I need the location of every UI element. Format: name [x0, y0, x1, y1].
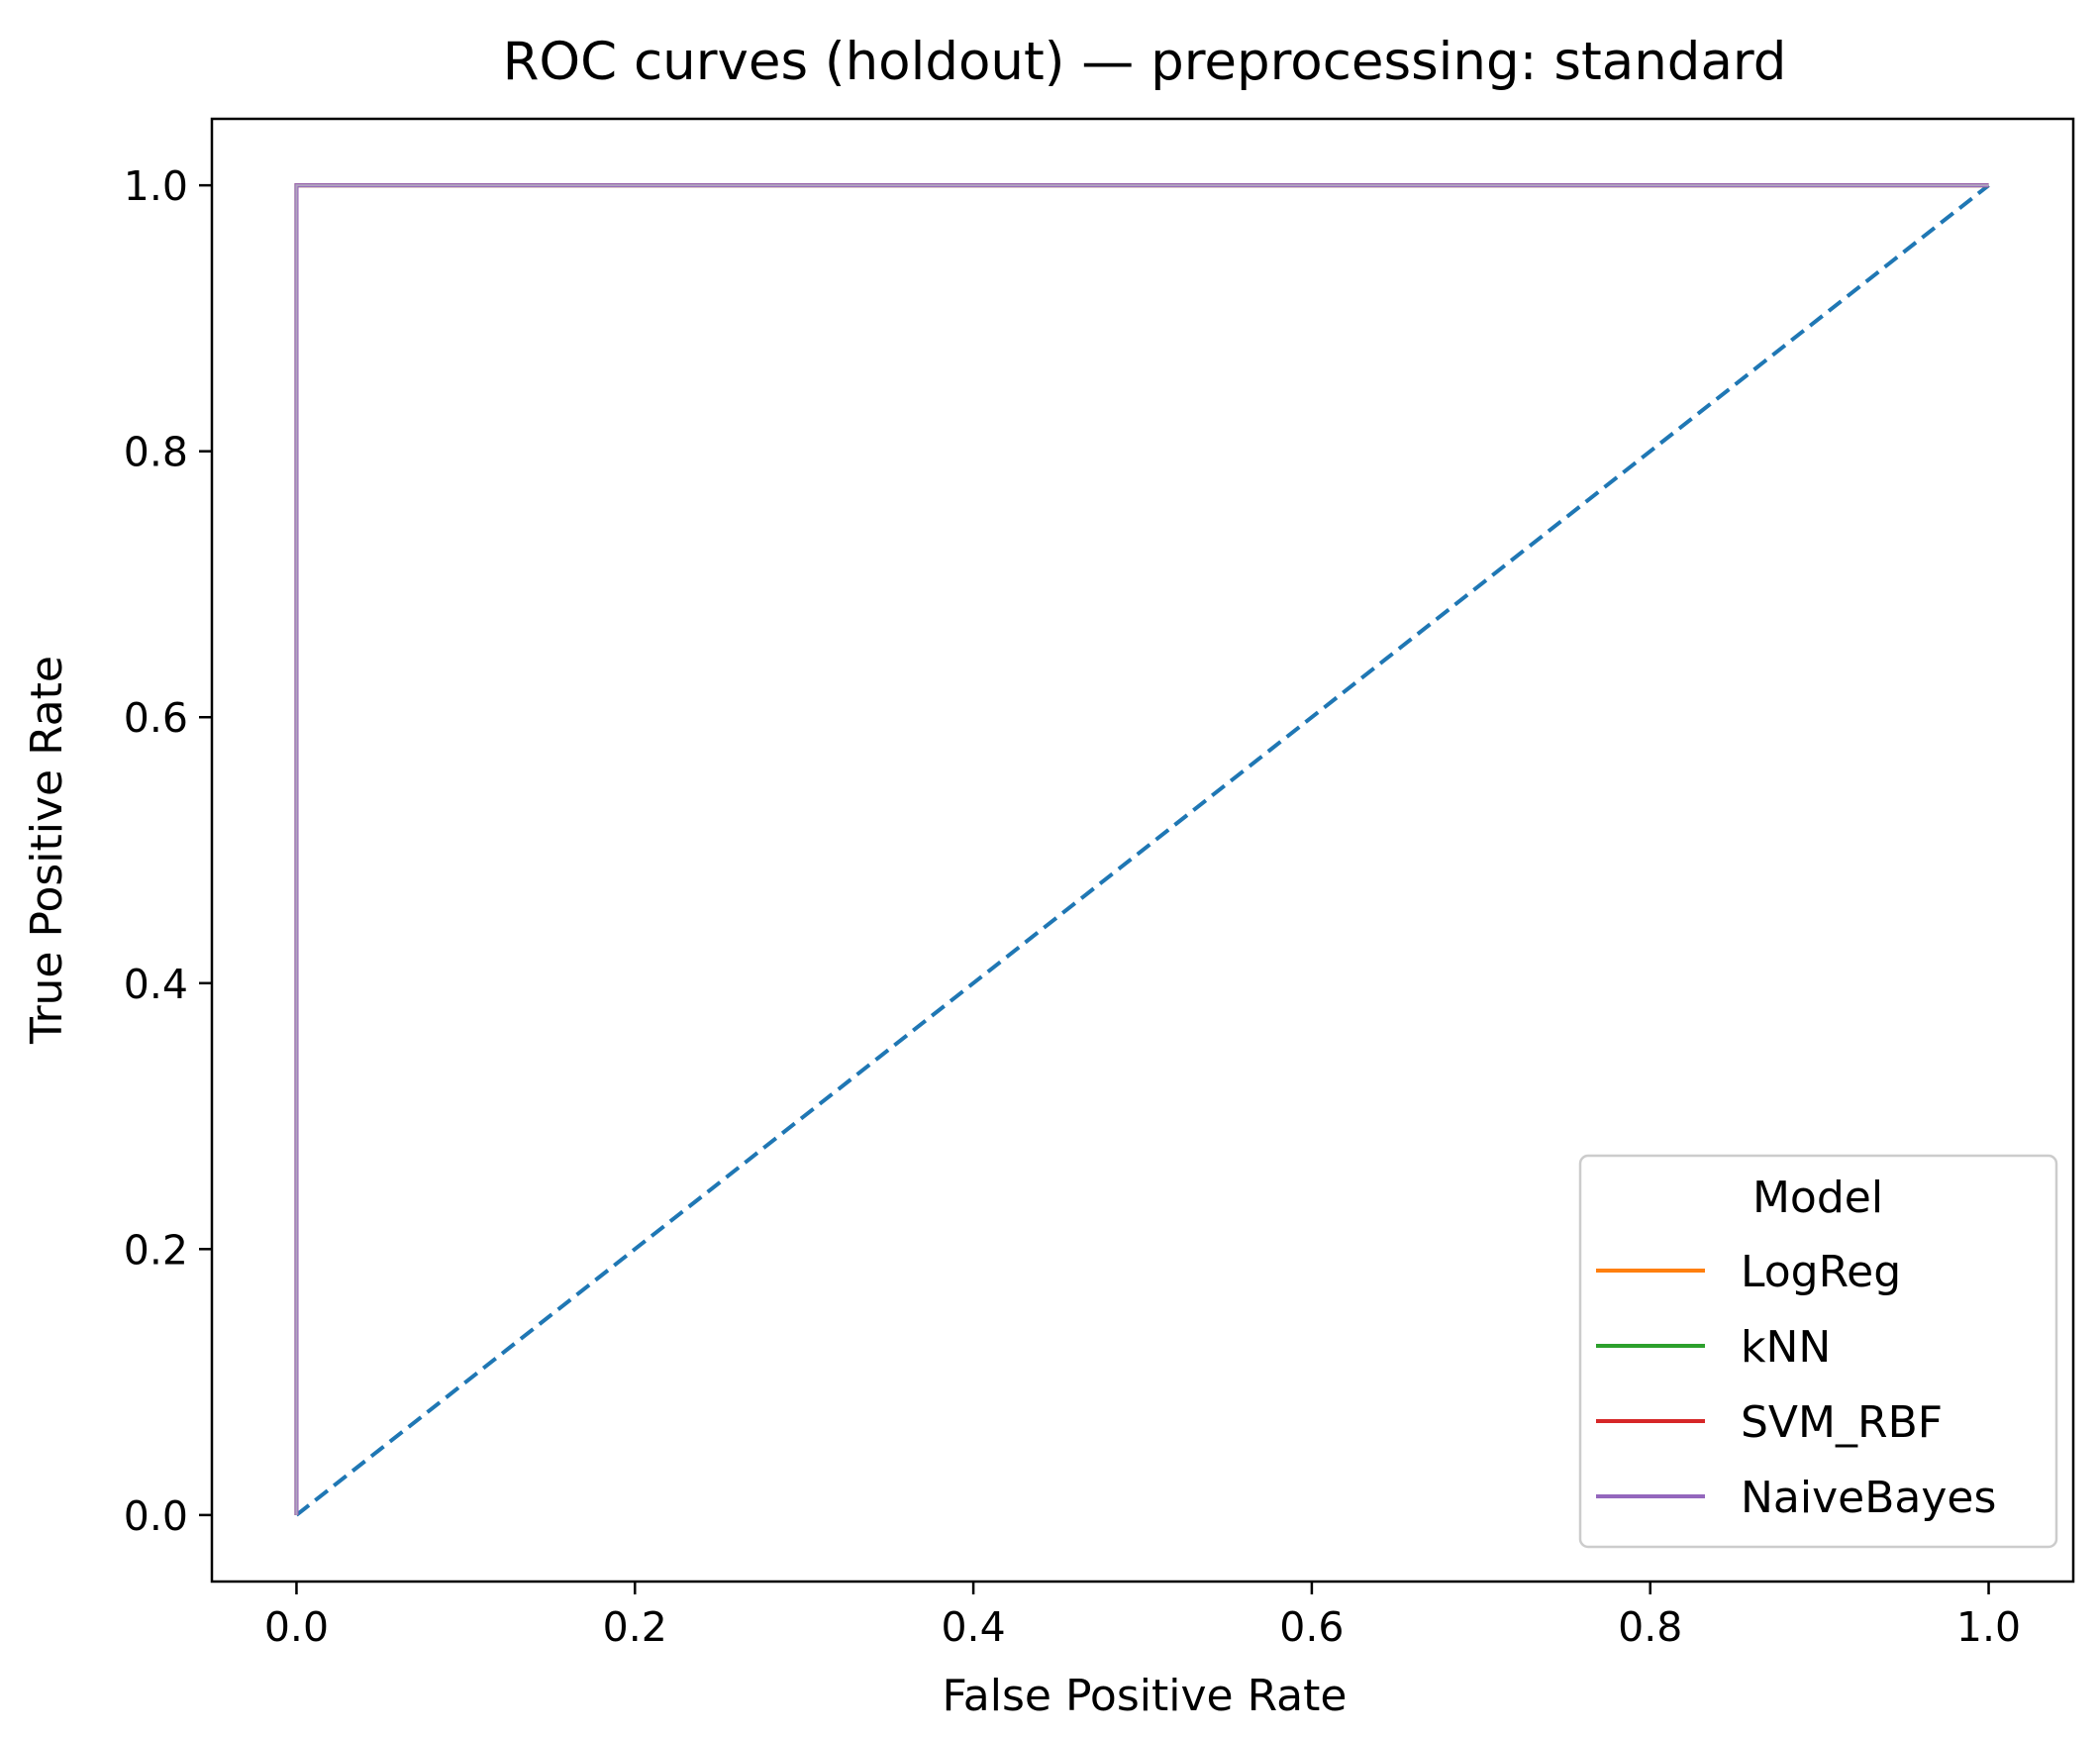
axes-frame: [210, 117, 2075, 1584]
legend-label: NaiveBayes: [1741, 1473, 1996, 1523]
legend: Model LogReg kNN SVM_RBF NaiveBayes: [1578, 1154, 2058, 1549]
legend-label: SVM_RBF: [1741, 1397, 1943, 1448]
chart-title: ROC curves (holdout) — preprocessing: st…: [503, 32, 1787, 92]
y-tick-label: 0.8: [124, 429, 188, 476]
y-tick-label: 0.0: [124, 1492, 188, 1540]
legend-label: kNN: [1741, 1322, 1831, 1373]
x-tick-label: 1.0: [1956, 1603, 2021, 1651]
y-tick-label: 0.2: [124, 1226, 188, 1274]
legend-box: [1578, 1154, 2058, 1549]
x-axis-label: False Positive Rate: [943, 1671, 1348, 1721]
x-tick-label: 0.2: [603, 1603, 667, 1651]
y-tick-label: 0.4: [124, 961, 188, 1008]
legend-title: Model: [1752, 1173, 1883, 1223]
x-tick-label: 0.8: [1618, 1603, 1682, 1651]
reference-diagonal-line: [295, 183, 1990, 1517]
y-axis-label: True Positive Rate: [22, 656, 72, 1045]
plot-area: [294, 183, 1990, 1517]
legend-label: LogReg: [1741, 1247, 1901, 1297]
y-tick-label: 0.6: [124, 694, 188, 742]
x-tick-label: 0.6: [1279, 1603, 1344, 1651]
series-overlay-line: [295, 184, 1989, 1515]
y-tick-label: 1.0: [124, 162, 188, 210]
x-tick-label: 0.0: [264, 1603, 329, 1651]
x-tick-label: 0.4: [941, 1603, 1005, 1651]
axis-ticks: 0.0 0.2 0.4 0.6 0.8 1.0 0.0 0.2 0.4 0.6 0.8 1.0: [124, 162, 2021, 1651]
